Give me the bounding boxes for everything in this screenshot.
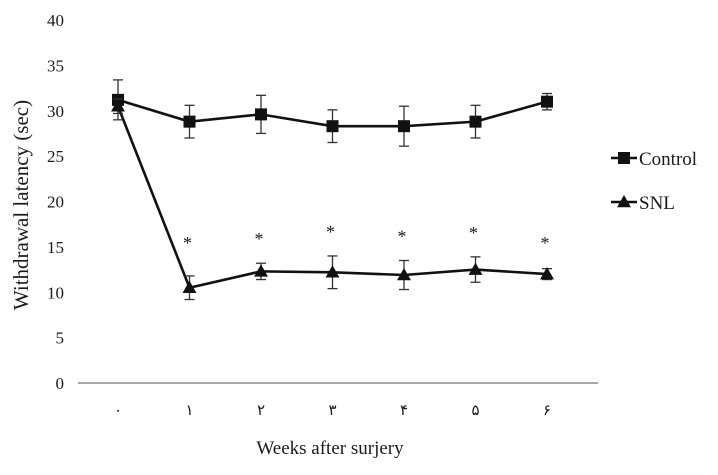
plot-area <box>111 79 554 301</box>
data-point <box>182 280 197 293</box>
data-point <box>111 99 125 112</box>
y-tick-label: 35 <box>47 56 64 75</box>
x-axis: ۰ ۱ ۲ ۳ ۴ ۵ ۶ <box>78 382 598 419</box>
significance-asterisk: * <box>255 229 264 249</box>
data-point <box>183 115 196 128</box>
legend-label: SNL <box>639 193 675 214</box>
series-snl <box>111 98 554 301</box>
data-point <box>398 120 410 133</box>
legend-marker <box>618 152 630 164</box>
y-tick-label: 25 <box>47 147 64 166</box>
y-tick-label: 0 <box>56 374 65 393</box>
data-point <box>540 267 554 280</box>
significance-annotations: * * * * * * <box>183 222 550 253</box>
significance-asterisk: * <box>183 233 192 253</box>
x-tick-label: ۵ <box>471 403 479 419</box>
significance-asterisk: * <box>541 233 550 253</box>
data-point <box>254 264 268 277</box>
y-tick-label: 15 <box>47 238 64 257</box>
significance-asterisk: * <box>469 223 478 243</box>
y-axis: 0 5 10 15 20 25 30 35 40 <box>47 11 64 393</box>
legend-item: Control <box>611 149 697 170</box>
x-tick-label: ۶ <box>543 403 551 419</box>
y-tick-label: 40 <box>47 11 64 30</box>
y-tick-label: 10 <box>47 283 64 302</box>
x-axis-label: Weeks after surjery <box>256 438 404 459</box>
y-tick-label: 5 <box>56 329 65 348</box>
data-point <box>325 265 340 278</box>
y-tick-label: 20 <box>47 193 64 212</box>
significance-asterisk: * <box>326 222 335 242</box>
legend-label: Control <box>639 149 697 170</box>
y-tick-label: 30 <box>47 102 64 121</box>
x-tick-label: ۱ <box>185 403 193 419</box>
x-tick-label: ۲ <box>257 403 265 419</box>
x-tick-label: ۴ <box>400 403 408 419</box>
legend: Control SNL <box>611 149 697 214</box>
y-axis-label: Withdrawal latency (sec) <box>9 100 33 310</box>
series-control <box>112 79 553 147</box>
data-point <box>255 108 267 121</box>
data-point <box>468 262 483 275</box>
data-point <box>541 95 553 108</box>
legend-item: SNL <box>611 193 675 214</box>
data-point <box>397 268 411 281</box>
significance-asterisk: * <box>398 226 407 246</box>
data-point <box>326 120 339 133</box>
legend-marker <box>617 195 631 208</box>
x-tick-label: ۳ <box>328 403 336 419</box>
data-point <box>469 115 482 128</box>
x-tick-label: ۰ <box>114 403 122 419</box>
